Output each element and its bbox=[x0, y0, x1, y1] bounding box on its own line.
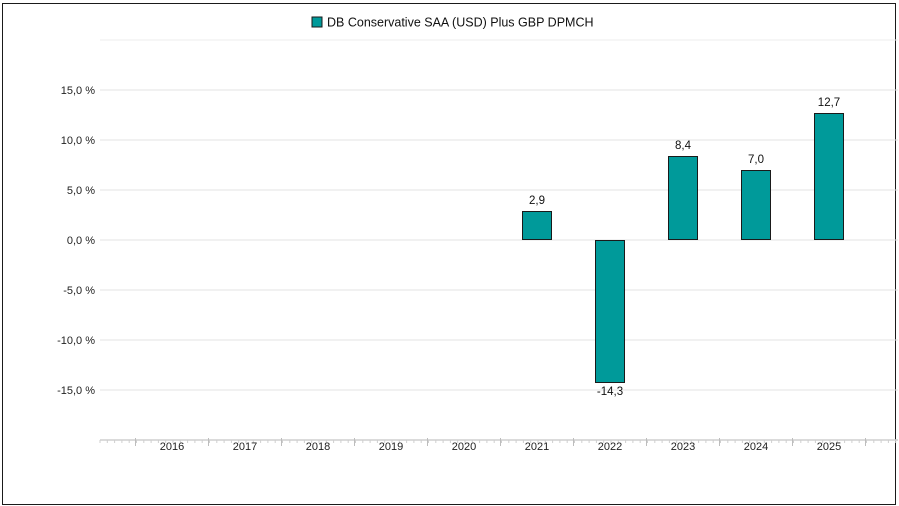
x-tick-label: 2017 bbox=[233, 441, 257, 453]
data-label-2022: -14,3 bbox=[597, 386, 623, 398]
legend-label: DB Conservative SAA (USD) Plus GBP DPMCH bbox=[327, 16, 594, 30]
bar-2023 bbox=[668, 156, 698, 240]
x-tick-label: 2025 bbox=[817, 441, 841, 453]
data-label-2024: 7,0 bbox=[748, 154, 764, 166]
chart-legend: DB Conservative SAA (USD) Plus GBP DPMCH bbox=[311, 16, 594, 30]
x-tick-label: 2024 bbox=[744, 441, 768, 453]
bar-2022 bbox=[595, 240, 625, 383]
y-tick-label: 10,0 % bbox=[61, 135, 95, 147]
y-tick-label: -15,0 % bbox=[57, 385, 95, 397]
x-tick-label: 2022 bbox=[598, 441, 622, 453]
x-tick-label: 2018 bbox=[306, 441, 330, 453]
data-label-2021: 2,9 bbox=[529, 195, 545, 207]
x-tick-label: 2019 bbox=[379, 441, 403, 453]
bars bbox=[522, 113, 844, 383]
x-tick-label: 2023 bbox=[671, 441, 695, 453]
x-tick-label: 2021 bbox=[525, 441, 549, 453]
bar-2021 bbox=[522, 211, 552, 240]
y-tick-label: -10,0 % bbox=[57, 335, 95, 347]
x-axis: 2016 2017 2018 2019 2020 2021 2022 2023 2024 2025 bbox=[99, 438, 898, 453]
chart-frame bbox=[2, 3, 896, 505]
y-tick-label: 0,0 % bbox=[67, 235, 95, 247]
data-label-2023: 8,4 bbox=[675, 140, 692, 152]
gridlines bbox=[100, 39, 898, 391]
bar-2025 bbox=[814, 113, 844, 240]
y-tick-label: 15,0 % bbox=[61, 85, 95, 97]
x-tick-label: 2016 bbox=[160, 441, 184, 453]
x-tick-label: 2020 bbox=[452, 441, 476, 453]
legend-swatch bbox=[311, 16, 323, 28]
data-labels: 2,9 -14,3 8,4 7,0 12,7 bbox=[529, 97, 840, 398]
y-tick-label: 5,0 % bbox=[67, 185, 95, 197]
data-label-2025: 12,7 bbox=[818, 97, 840, 109]
y-tick-label: -5,0 % bbox=[63, 285, 95, 297]
y-axis: 15,0 % 10,0 % 5,0 % 0,0 % -5,0 % -10,0 % -15,0… bbox=[57, 85, 95, 397]
bar-2024 bbox=[741, 170, 771, 240]
